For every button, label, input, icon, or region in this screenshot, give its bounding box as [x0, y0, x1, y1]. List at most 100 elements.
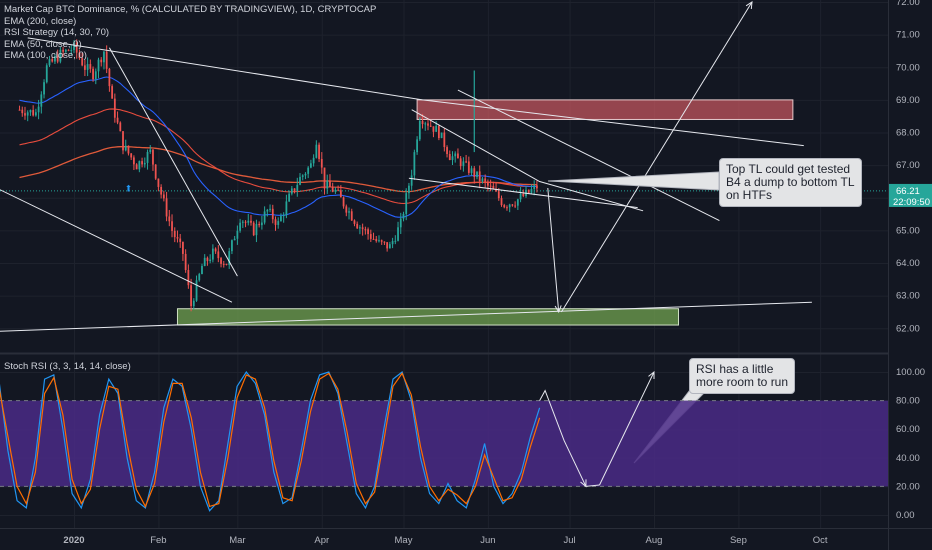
markers: ⬆ [125, 184, 133, 194]
ema-200-line [19, 146, 537, 193]
candle [503, 205, 506, 208]
candle [64, 49, 67, 52]
candle [356, 223, 359, 229]
candle [135, 164, 138, 170]
candle [21, 109, 24, 114]
candle [288, 193, 291, 202]
candle [339, 190, 342, 198]
candle [119, 122, 122, 132]
trendline[interactable] [560, 1, 753, 313]
candle [105, 51, 108, 69]
candle [152, 149, 154, 165]
candle [73, 42, 75, 50]
candle [424, 123, 427, 125]
candle [220, 258, 222, 264]
candle [201, 265, 203, 275]
trendline[interactable] [457, 89, 720, 222]
candle [470, 168, 473, 173]
candle [138, 161, 141, 170]
osc-projection-up[interactable] [599, 371, 655, 486]
candle [304, 173, 307, 176]
candle [489, 185, 492, 187]
candle [369, 234, 372, 239]
osc-tick: 20.00 [896, 481, 920, 492]
candle [280, 216, 282, 222]
candle [511, 204, 514, 206]
osc-tick: 100.00 [896, 367, 925, 378]
trendline[interactable] [408, 177, 638, 209]
candle [209, 259, 212, 262]
candle [195, 280, 198, 301]
candle [37, 106, 40, 113]
candle [263, 211, 266, 223]
osc-tick: 40.00 [896, 453, 920, 464]
candle [312, 157, 315, 164]
osc-arrow-up [648, 370, 655, 379]
candle [92, 68, 94, 80]
candle [203, 257, 206, 266]
trendline[interactable] [108, 47, 238, 277]
trendline[interactable] [27, 37, 804, 147]
candle [59, 49, 62, 62]
candle [40, 94, 43, 107]
trendline[interactable] [0, 185, 233, 303]
candle [67, 49, 70, 51]
candle [18, 109, 21, 111]
candle [421, 120, 424, 125]
candle [293, 188, 296, 191]
trendline[interactable] [0, 301, 812, 332]
candle [260, 222, 263, 226]
candle [211, 248, 214, 260]
candle [165, 198, 168, 217]
price-axis-bg [888, 0, 932, 550]
candle [124, 145, 127, 151]
price-tick: 64.00 [896, 258, 920, 269]
candle [81, 58, 84, 66]
candle [296, 184, 299, 191]
candle [43, 82, 45, 95]
candle [236, 230, 239, 239]
candle [173, 230, 176, 238]
callout-rsi[interactable]: RSI has a little more room to run [689, 358, 796, 394]
candle [345, 206, 348, 213]
candle [457, 153, 459, 159]
candle [318, 144, 320, 159]
stoch-k-line [0, 370, 541, 512]
trendline[interactable] [411, 109, 644, 212]
candle [408, 185, 410, 194]
candle [225, 263, 228, 265]
candle [184, 253, 187, 271]
candle [500, 198, 503, 206]
candle [75, 42, 78, 53]
candle [48, 59, 51, 66]
candle [361, 227, 364, 230]
osc-arrow-down [580, 479, 587, 488]
candle [206, 257, 209, 262]
candle [530, 189, 533, 193]
candle [527, 189, 530, 193]
candle [451, 156, 454, 161]
callout-top-tl[interactable]: Top TL could get tested B4 a dump to bot… [719, 158, 862, 207]
price-tick: 65.00 [896, 225, 920, 236]
candle [171, 221, 173, 231]
ema-100-line [19, 108, 537, 205]
trendline[interactable] [547, 187, 560, 313]
candle [154, 164, 157, 179]
candle [255, 223, 258, 236]
candle [435, 125, 438, 132]
candle [478, 171, 481, 182]
candle [89, 64, 92, 69]
candle [269, 208, 271, 210]
candle [214, 248, 217, 252]
candle [250, 220, 252, 223]
price-tick: 71.00 [896, 30, 920, 41]
candle [86, 64, 89, 70]
candle [182, 241, 184, 254]
candle [78, 52, 81, 59]
candle [162, 194, 165, 199]
candle [334, 189, 337, 192]
osc-projection[interactable] [539, 389, 600, 487]
chart-title: Market Cap BTC Dominance, % (CALCULATED … [4, 4, 377, 15]
candle [83, 65, 86, 70]
